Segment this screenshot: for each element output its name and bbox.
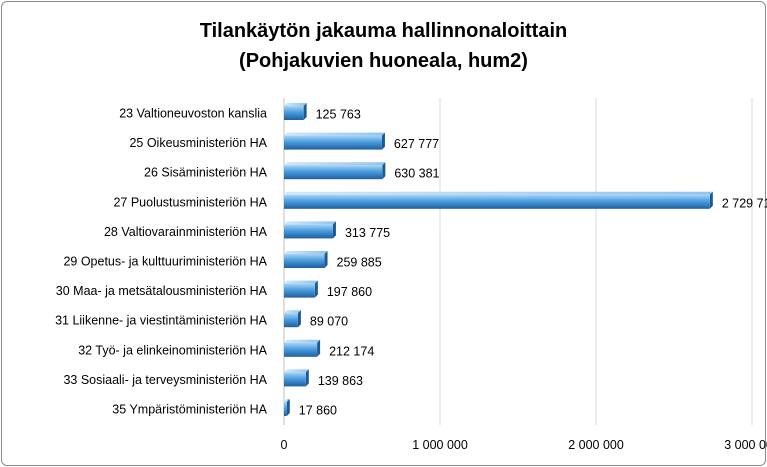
data-label: 2 729 718 [722,196,767,210]
bar-top-face [284,310,301,314]
data-label: 139 863 [318,374,363,388]
bar-side-face [324,251,328,268]
bar-top-face [284,103,307,106]
category-label: 25 Oikeusministeriön HA [129,136,267,150]
gridlines [283,98,753,425]
bar [284,342,318,357]
category-label: 31 Liikenne- ja viestintäministeriön HA [55,314,268,328]
bar-top-face [284,399,290,402]
data-label: 313 775 [345,226,390,240]
category-label: 23 Valtioneuvoston kanslia [119,107,267,121]
bar-side-face [305,369,309,387]
category-label: 30 Maa- ja metsätalousministeriön HA [56,284,268,298]
data-label: 17 860 [299,404,337,418]
bar-top-face [284,132,385,136]
bar-top-face [284,221,336,225]
bar-side-face [332,221,336,239]
data-label: 627 777 [394,137,439,151]
bar [284,194,710,209]
category-label: 27 Puolustusministeriön HA [113,195,267,209]
bar-side-face [381,132,385,150]
bar [284,254,325,268]
chart-subtitle: (Pohjakuvien huoneala, hum2) [239,50,528,72]
category-label: 26 Sisäministeriön HA [144,166,268,180]
data-label: 197 860 [327,285,372,299]
category-label: 29 Opetus- ja kulttuuriministeriön HA [63,255,267,269]
bar [284,224,333,239]
category-label: 28 Valtiovarainministeriön HA [104,225,268,239]
bar [284,106,304,120]
data-label: 89 070 [310,315,348,329]
bar [284,283,315,298]
data-label: 125 763 [316,108,361,122]
bar-side-face [709,191,713,209]
x-tick-label: 0 [281,438,288,452]
bar-side-face [286,399,290,416]
data-label: 630 381 [394,167,439,181]
bar-top-face [284,162,386,166]
bar [284,165,383,180]
category-label: 35 Ympäristöministeriön HA [112,403,267,417]
x-tick-label: 3 000 000 [724,438,767,452]
bar [284,135,382,150]
data-label: 212 174 [329,344,374,358]
bar-side-face [297,310,301,328]
category-labels: 23 Valtioneuvoston kanslia 25 Oikeusminis… [55,107,268,417]
x-tick-label: 2 000 000 [568,438,624,452]
bar-side-face [382,162,386,180]
bar-top-face [284,369,309,373]
category-label: 32 Työ- ja elinkeinoministeriön HA [78,343,267,357]
bar-side-face [317,339,321,357]
bar [284,402,287,416]
bar-top-face [284,251,328,254]
data-label: 259 885 [337,256,382,270]
bar [284,372,306,387]
bar-side-face [314,280,318,298]
bar-top-face [284,280,318,284]
value-labels: 125 763 627 777 630 381 2 729 718 313 775 259… [299,108,767,418]
chart-title: Tilankäytön jakauma hallinnonaloittain [199,20,568,42]
x-axis-ticks: 0 1 000 000 2 000 000 3 000 000 [281,438,767,452]
bar-side-face [303,103,307,120]
category-label: 33 Sosiaali- ja terveysministeriön HA [63,373,267,387]
bar [284,313,298,328]
bar-top-face [284,191,713,195]
bar-top-face [284,339,321,343]
x-tick-label: 1 000 000 [412,438,468,452]
bars [284,103,713,416]
